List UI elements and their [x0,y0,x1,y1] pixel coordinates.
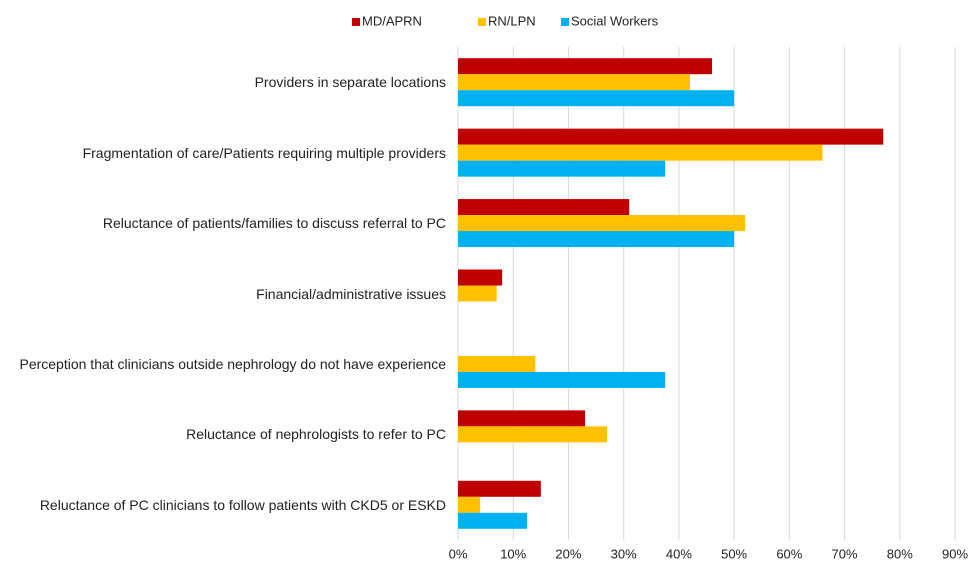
y-tick-label: Reluctance of patients/families to discu… [102,215,446,232]
x-tick-label: 40% [666,546,692,561]
y-tick-label: Reluctance of nephrologists to refer to … [186,426,446,443]
y-tick-label: Reluctance of PC clinicians to follow pa… [39,496,446,513]
bar [458,371,666,388]
bar [458,426,608,443]
x-tick-label: 60% [776,546,802,561]
bar [458,231,735,248]
bar [458,215,746,232]
bar [458,512,528,529]
bar [458,410,586,427]
bar [458,160,666,177]
bar [458,355,536,372]
x-tick-label: 50% [721,546,747,561]
legend-swatch [561,18,569,26]
x-tick-label: 20% [555,546,581,561]
y-tick-label: Financial/administrative issues [256,285,446,302]
legend-label: MD/APRN [362,13,422,28]
x-tick-label: 30% [611,546,637,561]
y-tick-label: Perception that clinicians outside nephr… [19,355,446,372]
bar [458,269,503,286]
x-tick-label: 70% [832,546,858,561]
bar [458,58,713,75]
bar [458,128,884,145]
bar [458,480,541,497]
bar [458,285,497,302]
x-tick-label: 80% [887,546,913,561]
bar [458,90,735,107]
legend-swatch [478,18,486,26]
y-tick-label: Providers in separate locations [254,74,446,91]
x-tick-label: 0% [449,546,468,561]
bar [458,144,823,161]
x-tick-label: 90% [942,546,968,561]
y-tick-label: Fragmentation of care/Patients requiring… [82,144,446,161]
bar [458,496,481,513]
legend-label: Social Workers [571,13,659,28]
x-tick-label: 10% [500,546,526,561]
legend-swatch [352,18,360,26]
bar [458,199,630,216]
legend-label: RN/LPN [488,13,536,28]
bar [458,74,690,91]
